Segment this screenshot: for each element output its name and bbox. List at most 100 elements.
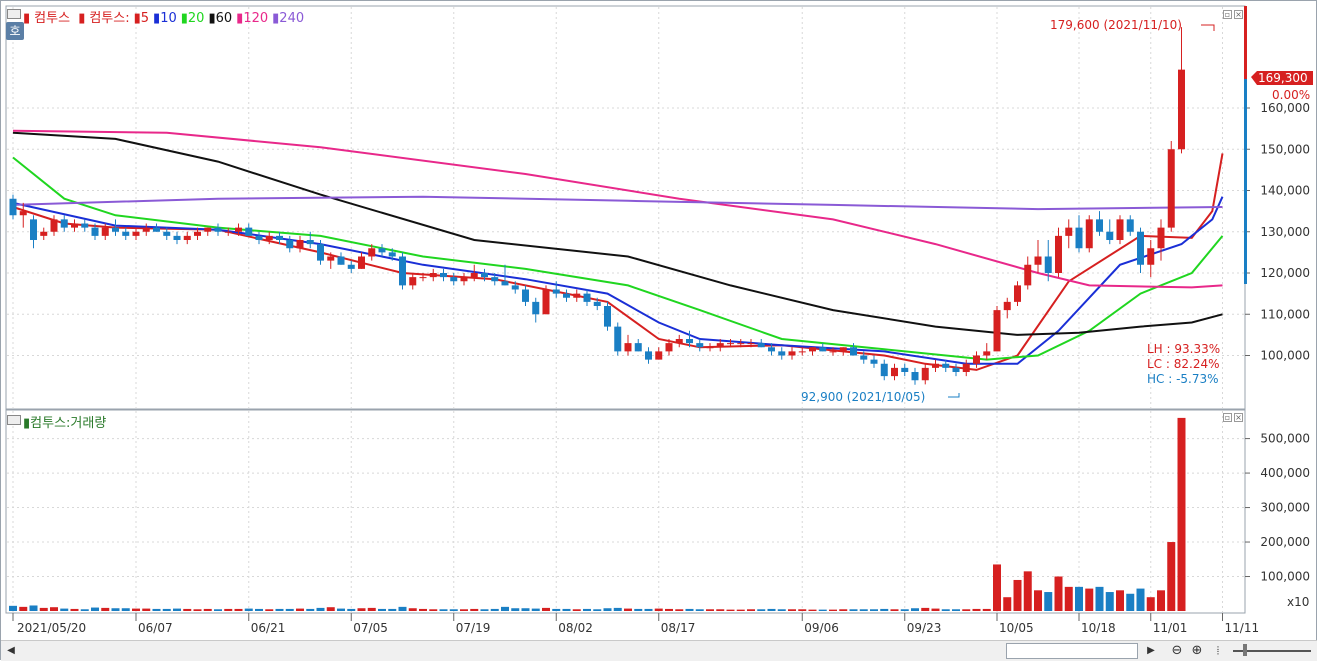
volume-panel — [5, 409, 1246, 614]
volume-bar — [1023, 571, 1032, 611]
volume-bar — [931, 608, 940, 611]
candle-body — [153, 227, 160, 232]
volume-bar — [1003, 597, 1012, 611]
candle-body — [265, 235, 273, 240]
high-annotation: 179,600 (2021/11/10) — [1050, 18, 1182, 32]
zoom-slider[interactable] — [1233, 650, 1311, 652]
candle-body — [563, 293, 570, 298]
candle-body — [399, 256, 406, 286]
volume-bar — [408, 608, 417, 611]
volume-bar — [531, 608, 540, 611]
price-tick-label: 140,000 — [1260, 184, 1310, 198]
date-tick-label: 09/06 — [804, 621, 839, 635]
ma-legend-item: 240 — [279, 11, 305, 26]
candle-body — [716, 343, 724, 348]
lc-stat: LC : 82.24% — [1147, 357, 1220, 371]
volume-bar — [224, 608, 233, 611]
candle-body — [983, 351, 991, 356]
candle-body — [388, 252, 396, 257]
close-panel-icon[interactable]: × — [1234, 413, 1243, 422]
volume-bar — [449, 609, 458, 611]
candle-body — [1034, 256, 1042, 265]
volume-bar — [347, 608, 356, 611]
scroll-right-icon[interactable]: ▶ — [1147, 645, 1155, 656]
volume-bar — [1064, 586, 1073, 611]
volume-bar — [173, 608, 181, 611]
ma-line-240 — [12, 195, 1223, 211]
volume-bar — [378, 608, 386, 611]
minimize-panel-icon[interactable]: ▫ — [1223, 10, 1232, 19]
volume-bar — [870, 609, 878, 611]
horizontal-scrollbar[interactable]: ◀ ▶ ⊖ ⊕ ⦙ — [1, 640, 1317, 661]
volume-bar — [111, 608, 120, 611]
volume-bar — [1126, 593, 1135, 611]
candle-body — [1085, 219, 1093, 249]
candle-body — [1096, 219, 1103, 232]
candle-body — [19, 211, 27, 216]
volume-legend-label: 컴투스:거래량 — [30, 416, 107, 431]
candle-body — [327, 256, 335, 261]
candle-body — [542, 289, 550, 315]
date-tick-label: 07/19 — [456, 621, 491, 635]
panel-menu-icon[interactable] — [7, 9, 21, 19]
price-panel — [5, 5, 1246, 410]
close-panel-icon[interactable]: × — [1234, 10, 1243, 19]
panel-menu-icon[interactable] — [7, 415, 21, 425]
volume-bar — [808, 609, 817, 611]
candle-count-icon[interactable]: ⦙ — [1216, 644, 1220, 657]
volume-bar — [839, 609, 848, 611]
volume-bar — [1075, 586, 1083, 611]
volume-unit: x10 — [1287, 595, 1309, 609]
volume-bar — [634, 608, 643, 611]
date-tick-label: 06/07 — [138, 621, 173, 635]
volume-bar — [19, 606, 28, 611]
candle-body — [1003, 301, 1011, 311]
price-axis: 160,000 150,000 140,000 130,000 120,000 110,0… — [1245, 101, 1310, 363]
zoom-slider-handle[interactable] — [1243, 644, 1247, 656]
ho-button[interactable]: 호 — [6, 22, 24, 40]
ma-legend-item: 10 — [160, 11, 177, 26]
candle-body — [645, 351, 652, 360]
legend-marker-icon: ▮ — [23, 416, 31, 431]
volume-bar — [398, 606, 407, 611]
hc-stat: HC : -5.73% — [1147, 372, 1219, 386]
candle-body — [655, 351, 663, 360]
volume-bar — [39, 607, 48, 611]
minimize-panel-icon[interactable]: ▫ — [1223, 413, 1232, 422]
volume-bar — [501, 606, 509, 611]
volume-bar — [583, 608, 591, 611]
volume-bar — [982, 608, 991, 611]
volume-bar — [1157, 590, 1165, 611]
candle-body — [901, 367, 909, 372]
volume-bar — [613, 607, 622, 611]
candle-body — [481, 273, 488, 278]
volume-bar — [829, 609, 837, 611]
candle-body — [1065, 227, 1073, 236]
candle-body — [245, 227, 253, 236]
volume-bar — [911, 608, 919, 611]
date-tick-label: 07/05 — [353, 621, 388, 635]
candle-body — [573, 293, 581, 298]
zoom-out-icon[interactable]: ⊖ — [1171, 643, 1183, 658]
volume-bar — [685, 608, 694, 611]
scrollbar-thumb[interactable] — [1006, 643, 1138, 659]
volume-bar — [900, 609, 909, 611]
candle-body — [1137, 231, 1144, 265]
candle-body — [634, 343, 642, 352]
ma-legend-item: 60 — [215, 11, 233, 26]
volume-bar — [777, 609, 786, 611]
volume-tick-label: 200,000 — [1260, 535, 1310, 549]
legend-marker-icon: ▮ — [133, 11, 141, 26]
candle-body — [194, 231, 201, 236]
candle-body — [163, 231, 171, 236]
volume-bar — [788, 609, 796, 611]
zoom-in-icon[interactable]: ⊕ — [1191, 643, 1203, 658]
date-tick-label: 10/18 — [1081, 621, 1116, 635]
candle-body — [1044, 256, 1052, 273]
volume-axis: 500,000 400,000 300,000 200,000 100,000 — [1245, 432, 1310, 584]
volume-bar — [654, 608, 663, 611]
ma-line-120 — [12, 129, 1223, 289]
candle-body — [778, 351, 786, 356]
legend-marker-icon: ▮ — [208, 11, 216, 26]
scroll-left-icon[interactable]: ◀ — [7, 645, 15, 656]
